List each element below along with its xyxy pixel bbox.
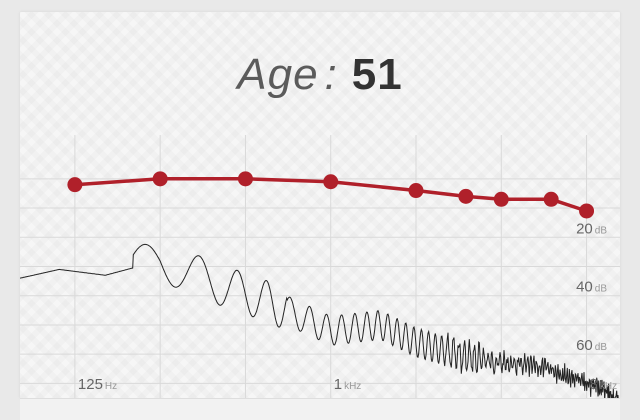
- y-axis-labels: 20 dB 40 dB 60 dB: [576, 220, 607, 354]
- threshold-point: [579, 203, 595, 219]
- y-tick-label: 20 dB: [576, 220, 607, 237]
- age-value: 51: [351, 50, 403, 99]
- threshold-point: [152, 171, 168, 187]
- audiogram-card: [20, 12, 620, 398]
- x-tick-label: 125 Hz: [78, 376, 117, 393]
- x-tick-label: 1 kHz: [334, 376, 362, 393]
- bottom-strip: [20, 398, 620, 420]
- threshold-layer: [67, 171, 595, 219]
- threshold-point: [493, 191, 509, 207]
- threshold-point: [67, 177, 83, 193]
- x-axis-labels: 125 Hz 1 kHz 8 kHz: [78, 376, 617, 393]
- threshold-point: [458, 188, 474, 204]
- chart-grid: [20, 135, 620, 398]
- age-label: Age: [237, 50, 319, 99]
- y-tick-label: 40 dB: [576, 279, 607, 296]
- threshold-point: [543, 191, 559, 207]
- threshold-point: [323, 174, 339, 190]
- x-tick-label: 8 kHz: [590, 376, 618, 393]
- spectrum-line: [20, 243, 619, 398]
- y-tick-label: 60 dB: [576, 337, 607, 354]
- spectrum-layer: [20, 243, 619, 398]
- age-separator: :: [324, 50, 338, 99]
- age-title: Age:51: [0, 50, 640, 100]
- threshold-point: [408, 183, 424, 199]
- threshold-point: [237, 171, 253, 187]
